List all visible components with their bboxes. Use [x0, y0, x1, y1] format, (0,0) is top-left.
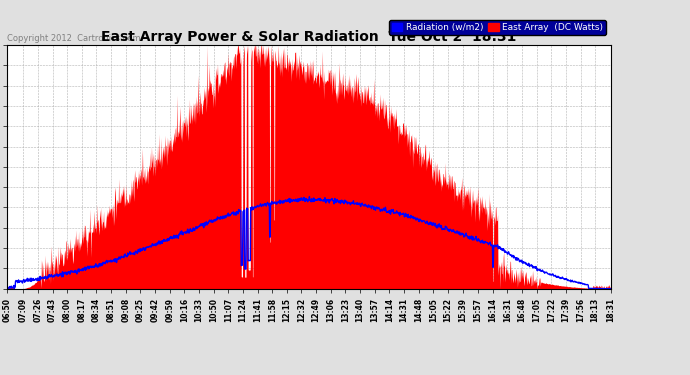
Legend: Radiation (w/m2), East Array  (DC Watts): Radiation (w/m2), East Array (DC Watts)	[389, 20, 606, 34]
Text: Copyright 2012  Cartronics.com: Copyright 2012 Cartronics.com	[7, 34, 141, 43]
Title: East Array Power & Solar Radiation  Tue Oct 2  18:31: East Array Power & Solar Radiation Tue O…	[101, 30, 516, 44]
